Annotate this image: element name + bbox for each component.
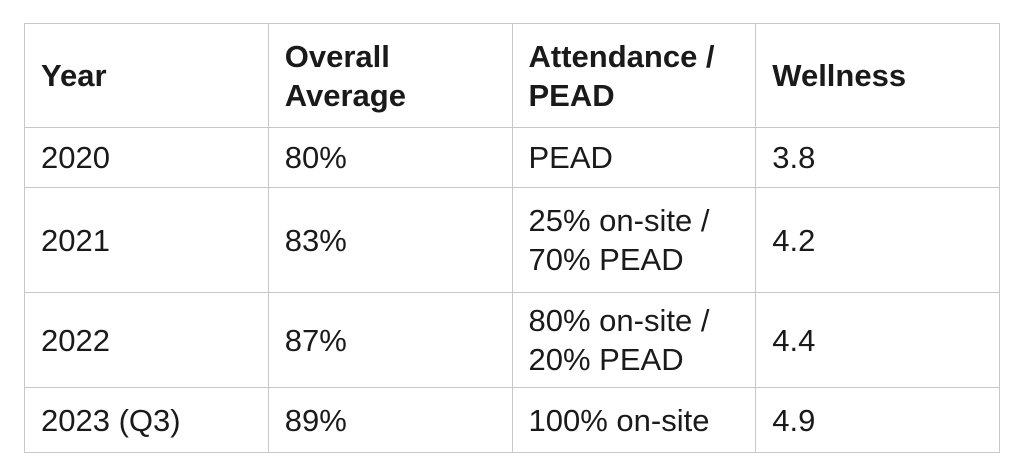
table-row-2023-q3: 2023 (Q3) 89% 100% on-site 4.9	[24, 387, 1000, 453]
cell-attendance-pead: 25% on-site / 70% PEAD	[511, 187, 757, 293]
cell-attendance-pead: PEAD	[511, 127, 757, 188]
table-row-2021: 2021 83% 25% on-site / 70% PEAD 4.2	[24, 187, 1000, 293]
column-header-wellness: Wellness	[755, 23, 1000, 128]
column-header-year: Year	[24, 23, 269, 128]
cell-overall-average: 80%	[267, 127, 513, 188]
cell-attendance-pead: 80% on-site / 20% PEAD	[511, 292, 757, 388]
cell-year: 2023 (Q3)	[24, 387, 269, 453]
column-header-overall-average: Overall Average	[267, 23, 513, 128]
cell-wellness: 3.8	[755, 127, 1000, 188]
cell-wellness: 4.2	[755, 187, 1000, 293]
yearly-metrics-table: Year Overall Average Attendance / PEAD W…	[24, 23, 1000, 453]
table-header-row: Year Overall Average Attendance / PEAD W…	[24, 23, 1000, 128]
cell-overall-average: 87%	[267, 292, 513, 388]
table-row-2022: 2022 87% 80% on-site / 20% PEAD 4.4	[24, 292, 1000, 388]
cell-overall-average: 83%	[267, 187, 513, 293]
table-row-2020: 2020 80% PEAD 3.8	[24, 127, 1000, 188]
cell-overall-average: 89%	[267, 387, 513, 453]
cell-year: 2021	[24, 187, 269, 293]
column-header-attendance-pead: Attendance / PEAD	[511, 23, 757, 128]
cell-wellness: 4.4	[755, 292, 1000, 388]
cell-year: 2020	[24, 127, 269, 188]
cell-year: 2022	[24, 292, 269, 388]
cell-attendance-pead: 100% on-site	[511, 387, 757, 453]
cell-wellness: 4.9	[755, 387, 1000, 453]
